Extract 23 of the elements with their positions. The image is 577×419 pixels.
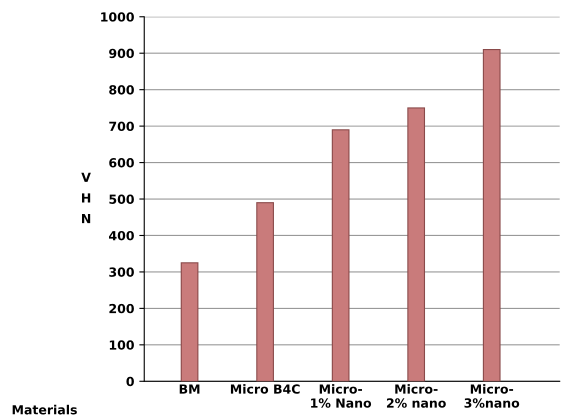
x-tick-label: BM xyxy=(180,384,200,394)
bar xyxy=(256,202,274,382)
y-tick-label: 200 xyxy=(109,304,134,314)
bar xyxy=(180,262,198,382)
y-tick-label: 100 xyxy=(110,340,134,350)
y-tick-label: 0 xyxy=(126,376,134,386)
y-tick-label: 500 xyxy=(109,194,134,204)
x-tick-label: Micro- 2% nano xyxy=(386,384,446,408)
y-tick-label: 400 xyxy=(109,230,134,240)
bar xyxy=(407,107,426,382)
y-tick-label: 700 xyxy=(109,122,134,132)
y-tick-label: 900 xyxy=(109,48,134,58)
y-tick-label: 300 xyxy=(109,267,134,277)
y-tick-label: 600 xyxy=(109,158,134,168)
x-tick-label: Micro- 3%nano xyxy=(464,384,520,408)
x-tick-label: Micro- 1% Nano xyxy=(311,384,372,408)
x-tick-label: Micro B4C xyxy=(230,384,300,394)
y-tick-label: 1000 xyxy=(101,12,134,22)
x-axis-title: Materials xyxy=(12,404,77,414)
bar xyxy=(482,49,501,382)
bar xyxy=(332,129,350,382)
y-axis-title: VHN xyxy=(81,172,91,224)
y-tick-label: 800 xyxy=(109,85,134,95)
